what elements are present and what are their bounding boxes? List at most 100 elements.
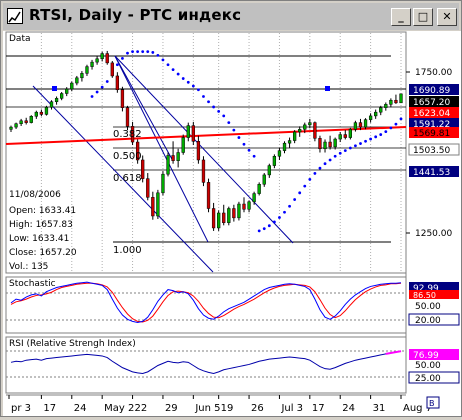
stoch-value-bg-0 bbox=[409, 282, 459, 293]
price-label-bg-5 bbox=[408, 143, 460, 156]
sar-dot bbox=[136, 50, 140, 54]
scroll-indicator-icon: B bbox=[429, 399, 435, 408]
candle-body bbox=[90, 61, 94, 67]
sar-dot bbox=[242, 142, 246, 146]
sar-dot bbox=[252, 154, 256, 158]
chart-area[interactable]: 0.382 0.500 0.618 1.000 Data 11/08/2006 … bbox=[3, 31, 461, 416]
info-low: Low: 1633.41 bbox=[9, 234, 69, 244]
candle-body bbox=[85, 66, 89, 74]
close-button[interactable]: ✕ bbox=[437, 8, 457, 26]
sar-dot bbox=[308, 177, 312, 181]
minimize-button[interactable]: _ bbox=[391, 8, 411, 26]
stoch-value-0: 92.99 bbox=[413, 284, 439, 294]
candle-body bbox=[130, 126, 135, 143]
info-open: Open: 1633.41 bbox=[9, 206, 76, 216]
sar-dot bbox=[343, 149, 347, 153]
maximize-button[interactable]: □ bbox=[413, 8, 433, 26]
sar-dot bbox=[374, 135, 378, 139]
candle-body bbox=[272, 155, 277, 166]
candle-body bbox=[358, 122, 363, 128]
candle-body bbox=[161, 173, 165, 194]
sar-dot bbox=[100, 85, 104, 89]
candle-body bbox=[19, 120, 23, 124]
candle-body bbox=[318, 138, 322, 150]
candle-body bbox=[75, 77, 79, 84]
fib-label-0382: 0.382 bbox=[113, 129, 142, 140]
sar-dot bbox=[278, 216, 281, 219]
sar-dot bbox=[237, 136, 241, 139]
sar-dot bbox=[247, 148, 251, 152]
sar-dot bbox=[303, 184, 307, 188]
candle-body bbox=[282, 142, 287, 151]
price-label-bg-0 bbox=[409, 84, 459, 95]
candle-body bbox=[384, 104, 388, 108]
sar-dot bbox=[333, 154, 337, 158]
sar-dot bbox=[384, 130, 388, 133]
sar-dot bbox=[338, 151, 342, 155]
candle-body bbox=[135, 141, 140, 161]
candle-body bbox=[196, 141, 201, 161]
sar-dot bbox=[105, 80, 109, 83]
sar-dot bbox=[232, 128, 236, 132]
sar-dot bbox=[293, 198, 297, 201]
candle-body bbox=[191, 125, 195, 142]
sar-dot bbox=[115, 63, 119, 67]
sar-dot bbox=[394, 122, 398, 126]
info-high: High: 1657.83 bbox=[9, 220, 73, 230]
sar-dot bbox=[364, 139, 367, 143]
candle-body bbox=[333, 138, 337, 148]
sar-dot bbox=[181, 77, 185, 80]
sar-dot bbox=[217, 110, 221, 113]
candle-body bbox=[277, 150, 282, 157]
sar-dot bbox=[272, 220, 276, 224]
scroll-indicator[interactable] bbox=[426, 396, 440, 409]
sar-dot bbox=[171, 68, 175, 71]
candle-body bbox=[303, 124, 307, 130]
candle-body bbox=[201, 159, 206, 183]
price-label-bg-1 bbox=[409, 96, 459, 107]
sar-dot bbox=[212, 105, 215, 109]
price-label-0: 1690.89 bbox=[413, 86, 450, 96]
close-icon: ✕ bbox=[442, 10, 452, 23]
info-vol: Vol.: 135 bbox=[9, 262, 48, 272]
candle-body bbox=[323, 141, 327, 150]
chart-canvas[interactable]: 0.382 0.500 0.618 1.000 Data 11/08/2006 … bbox=[3, 31, 461, 416]
candle-body bbox=[34, 111, 38, 117]
x-axis-labels: pr 3 17 24 May 2 22 29 Jun 5 19 26 Jul 3 17 24 31 Aug… bbox=[8, 395, 432, 414]
candle-body bbox=[146, 178, 150, 198]
candle-body bbox=[247, 201, 251, 210]
x-tick-label: 31 bbox=[373, 403, 386, 414]
sar-dot bbox=[389, 126, 393, 130]
sar-dot bbox=[166, 63, 170, 67]
candle-body bbox=[54, 98, 59, 102]
candle-body bbox=[211, 208, 216, 229]
x-tick-label: May 2 bbox=[104, 403, 134, 414]
sar-dot bbox=[399, 117, 403, 121]
rsi-tick-50: 50.00 bbox=[415, 361, 441, 371]
x-tick-label: Jun 5 bbox=[194, 403, 220, 414]
stoch-tick-50: 50.00 bbox=[415, 302, 441, 312]
candle-body bbox=[206, 182, 211, 209]
price-labels: 1690.89 1657.20 1623.04 1591.22 1569.81 … bbox=[408, 84, 460, 178]
x-tick-label: 24 bbox=[74, 403, 87, 414]
sar-dot bbox=[267, 224, 271, 228]
stoch-value-bg-1 bbox=[409, 290, 459, 299]
candle-body bbox=[105, 53, 109, 64]
tick-1750: 1750.00 bbox=[415, 68, 452, 78]
sar-dot bbox=[262, 227, 266, 231]
main-panel-title: Data bbox=[9, 34, 31, 44]
sar-dot bbox=[151, 51, 155, 54]
stochastic-panel-frame bbox=[5, 276, 407, 334]
info-close: Close: 1657.20 bbox=[9, 248, 77, 258]
stochastic-panel-title: Stochastic bbox=[9, 279, 56, 289]
sar-dot bbox=[191, 84, 195, 88]
candle-body bbox=[252, 193, 256, 203]
candle-body bbox=[95, 58, 99, 63]
candle-body bbox=[151, 197, 155, 217]
candle-body bbox=[14, 123, 18, 128]
candle-body bbox=[267, 165, 271, 176]
price-label-bg-6 bbox=[409, 166, 459, 177]
sar-dot bbox=[197, 88, 200, 92]
title-bar[interactable]: RTSI, Daily - РТС индекс _ □ ✕ bbox=[3, 3, 459, 30]
price-label-1: 1657.20 bbox=[413, 98, 450, 108]
